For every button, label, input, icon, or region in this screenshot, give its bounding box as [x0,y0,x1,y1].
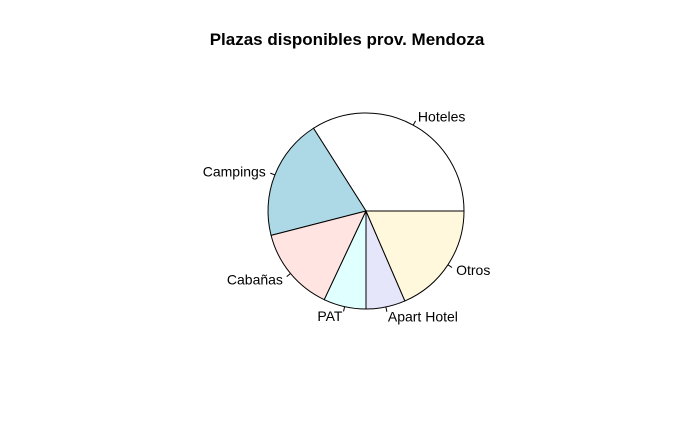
pie-label-otros: Otros [456,262,490,278]
pie-slice-hoteles [312,112,465,212]
pie-label-apart-hotel: Apart Hotel [388,309,458,325]
chart-title: Plazas disponibles prov. Mendoza [209,30,485,49]
pie-slice-cabanas [270,210,367,301]
pie-leader-cabanas [286,273,291,277]
pie-leader-otros [447,264,453,268]
pie-leader-campings [270,172,276,176]
pie-leader-pat [343,306,346,312]
pie-slice-campings [267,127,367,236]
pie-label-campings: Campings [203,163,266,179]
pie-leader-hoteles [412,120,417,126]
pie-leader-apart-hotel [385,306,388,312]
pie-label-hoteles: Hoteles [418,109,465,125]
pie-label-cabanas: Cabañas [227,272,283,288]
pie-label-pat: PAT [317,308,343,324]
